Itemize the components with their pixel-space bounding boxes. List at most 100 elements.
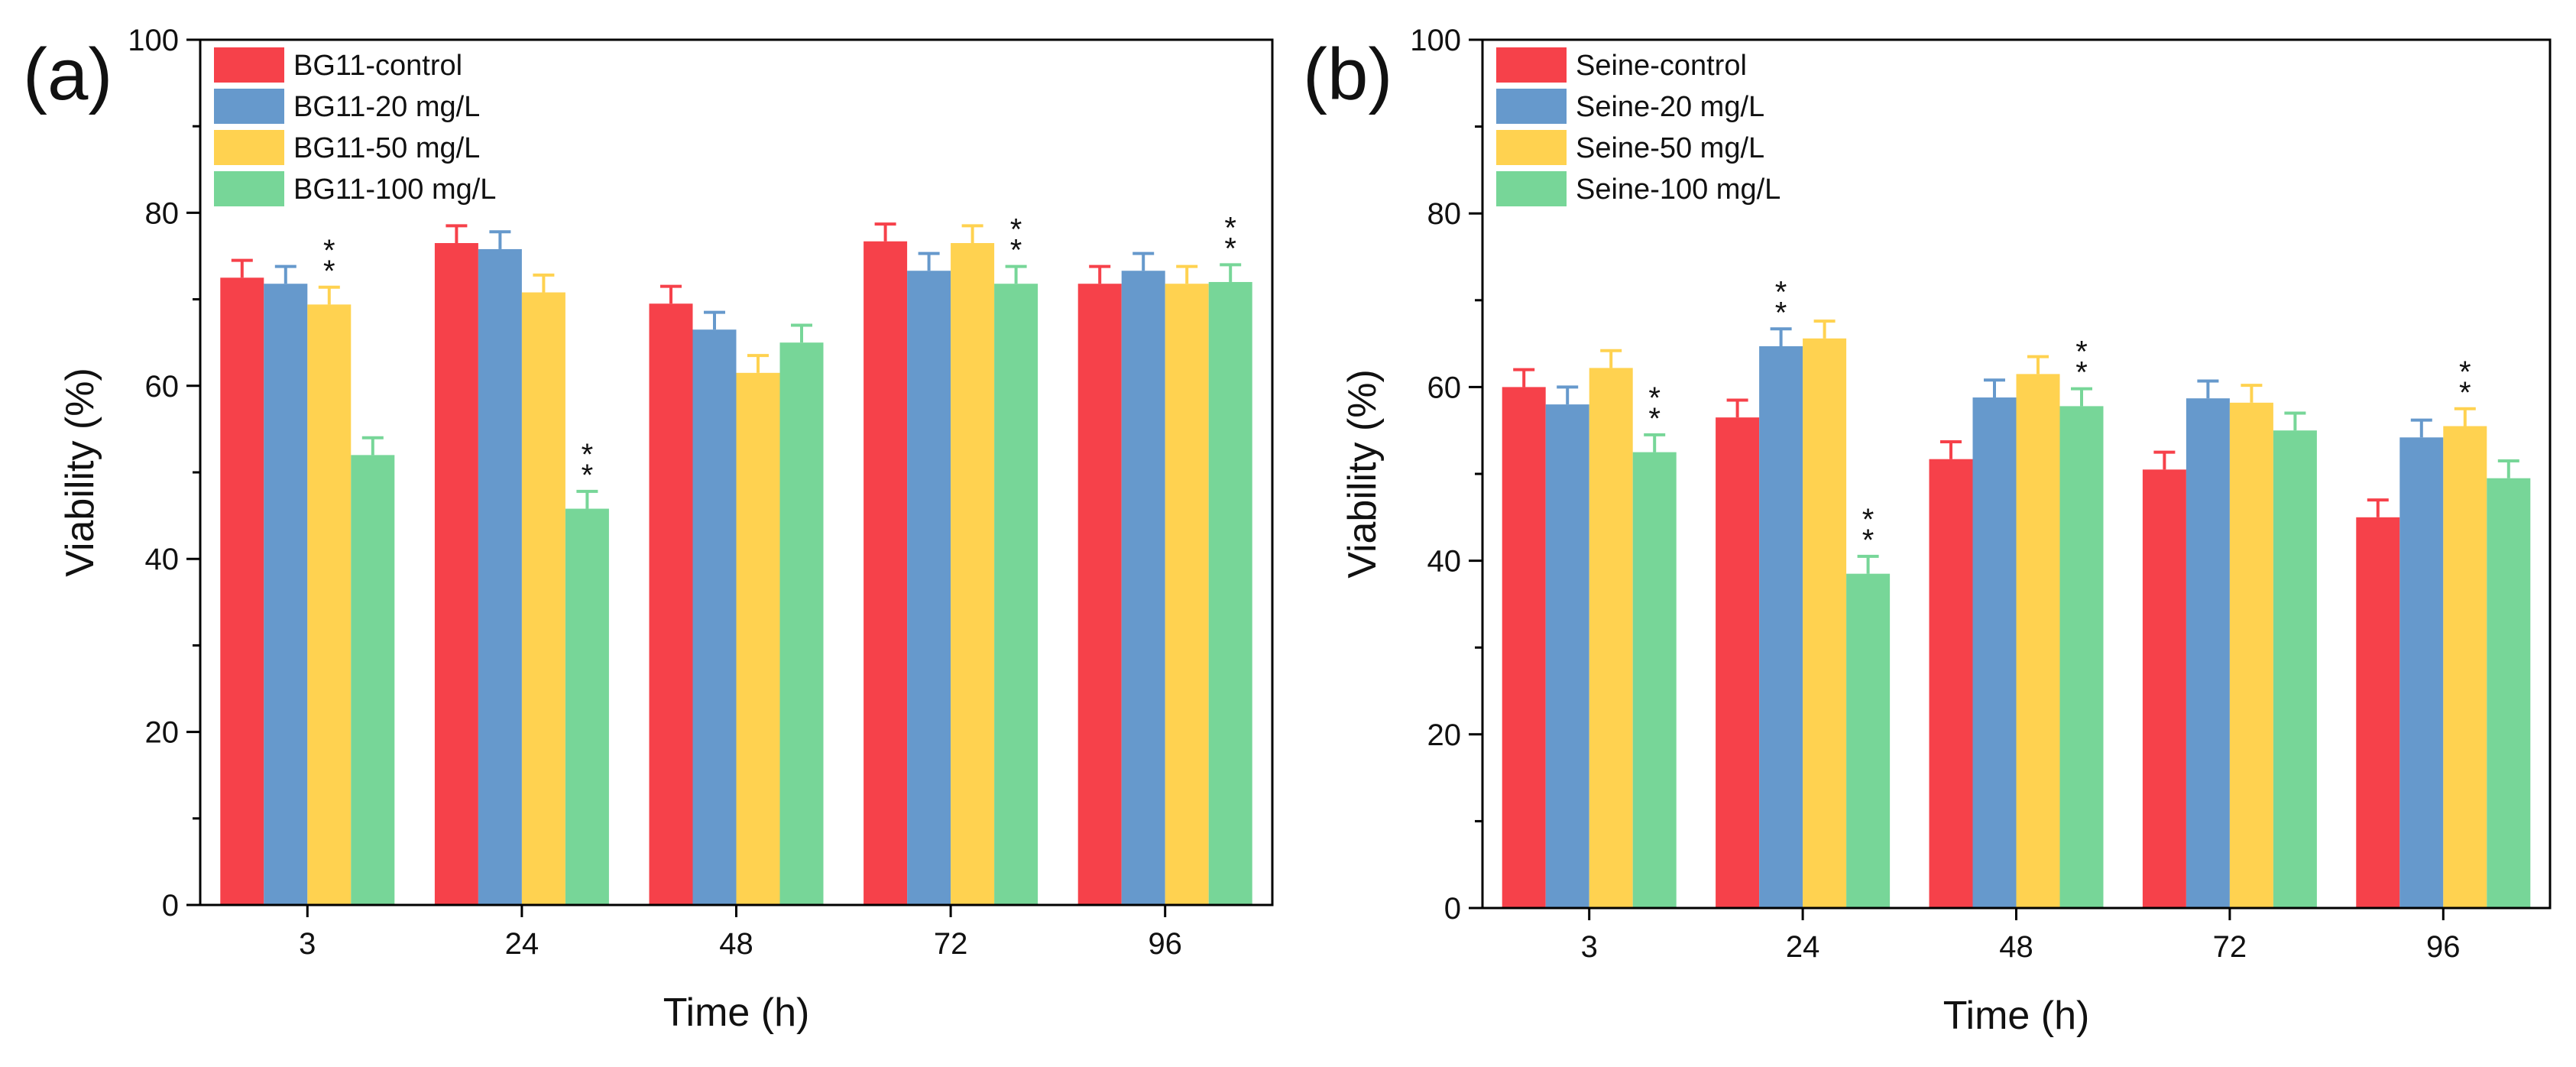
- bar: [351, 455, 395, 905]
- bar: [1545, 404, 1589, 908]
- y-tick-label: 0: [1444, 892, 1461, 926]
- y-tick-label: 80: [145, 196, 180, 230]
- y-axis-title: Viability (%): [58, 368, 102, 577]
- significance-marker: *: [2075, 356, 2088, 390]
- significance-marker: *: [1862, 503, 1874, 537]
- significance-marker: *: [1010, 234, 1022, 268]
- bar: [907, 271, 951, 905]
- bar: [864, 241, 908, 906]
- bar: [220, 277, 264, 905]
- legend-label: Seine-control: [1576, 50, 1747, 82]
- bar: [2016, 374, 2060, 908]
- panel-label: (a): [23, 34, 112, 115]
- panel-label: (b): [1303, 34, 1392, 115]
- significance-marker: *: [323, 255, 335, 288]
- bar: [2059, 406, 2104, 908]
- legend-label: Seine-100 mg/L: [1576, 174, 1781, 206]
- bar: [2443, 426, 2487, 908]
- bar: [2399, 437, 2444, 908]
- significance-marker: *: [2459, 355, 2471, 389]
- legend-swatch: [214, 171, 284, 206]
- bar: [649, 303, 693, 905]
- x-tick-label: 48: [1999, 930, 2033, 964]
- legend-label: BG11-control: [293, 50, 462, 82]
- x-tick-label: 3: [1581, 930, 1598, 964]
- significance-marker: *: [323, 234, 335, 268]
- bar: [478, 248, 522, 906]
- legend-label: BG11-20 mg/L: [293, 91, 480, 123]
- legend-label: BG11-50 mg/L: [293, 132, 480, 164]
- bar: [434, 243, 478, 905]
- legend-label: BG11-100 mg/L: [293, 174, 496, 206]
- bar: [1208, 281, 1252, 906]
- y-tick-label: 60: [1427, 371, 1462, 404]
- y-tick-label: 80: [1427, 197, 1462, 231]
- significance-marker: *: [582, 438, 594, 472]
- significance-marker: *: [582, 459, 594, 492]
- significance-marker: *: [1648, 381, 1661, 415]
- legend-swatch: [1496, 89, 1567, 124]
- y-tick-label: 20: [1427, 718, 1462, 752]
- bar: [692, 329, 737, 906]
- legend-swatch: [1496, 47, 1567, 83]
- bar: [307, 304, 352, 906]
- y-tick-label: 60: [145, 370, 180, 404]
- significance-marker: *: [1010, 213, 1022, 247]
- y-tick-label: 40: [145, 543, 180, 576]
- legend-label: Seine-50 mg/L: [1576, 132, 1764, 164]
- y-tick-label: 100: [128, 24, 179, 57]
- x-tick-label: 3: [299, 927, 316, 961]
- x-tick-label: 48: [719, 927, 753, 961]
- x-tick-label: 24: [1786, 930, 1820, 964]
- significance-marker: *: [1648, 402, 1661, 436]
- bar: [1165, 284, 1209, 905]
- y-tick-label: 40: [1427, 545, 1462, 579]
- bar: [1803, 338, 1847, 908]
- bar: [2356, 517, 2400, 908]
- bar: [1846, 573, 1891, 908]
- x-axis-title: Time (h): [1943, 994, 2090, 1038]
- bar: [1972, 397, 2017, 908]
- significance-marker: *: [2075, 336, 2088, 369]
- significance-marker: *: [1862, 524, 1874, 557]
- significance-marker: *: [2459, 376, 2471, 410]
- bar: [2186, 398, 2230, 908]
- x-tick-label: 72: [2213, 930, 2247, 964]
- y-tick-label: 20: [145, 716, 180, 750]
- bar: [565, 508, 609, 905]
- bar: [779, 342, 824, 905]
- x-tick-label: 96: [2426, 930, 2461, 964]
- bar: [736, 372, 780, 905]
- x-tick-label: 24: [505, 927, 540, 961]
- bar: [1759, 346, 1803, 908]
- y-tick-label: 0: [162, 889, 179, 923]
- significance-marker: *: [1775, 275, 1787, 309]
- y-axis-title: Viability (%): [1340, 369, 1385, 579]
- significance-marker: *: [1775, 296, 1787, 329]
- bar: [2142, 469, 2186, 908]
- legend-label: Seine-20 mg/L: [1576, 91, 1764, 123]
- bar: [2487, 478, 2531, 908]
- bar: [951, 243, 995, 905]
- bar: [521, 292, 565, 905]
- y-tick-label: 100: [1410, 24, 1461, 57]
- bar: [1121, 271, 1165, 905]
- bar: [1632, 452, 1677, 908]
- legend-swatch: [214, 89, 284, 124]
- bar: [1077, 284, 1122, 905]
- significance-marker: *: [1224, 211, 1236, 245]
- x-tick-label: 96: [1148, 927, 1182, 961]
- bar: [994, 284, 1039, 905]
- bar: [1502, 387, 1546, 908]
- legend-swatch: [214, 47, 284, 83]
- bar: [1716, 417, 1760, 908]
- legend-swatch: [1496, 171, 1567, 206]
- significance-marker: *: [1224, 232, 1236, 265]
- bar: [2229, 402, 2273, 908]
- bar: [1929, 459, 1973, 908]
- x-axis-title: Time (h): [663, 991, 810, 1035]
